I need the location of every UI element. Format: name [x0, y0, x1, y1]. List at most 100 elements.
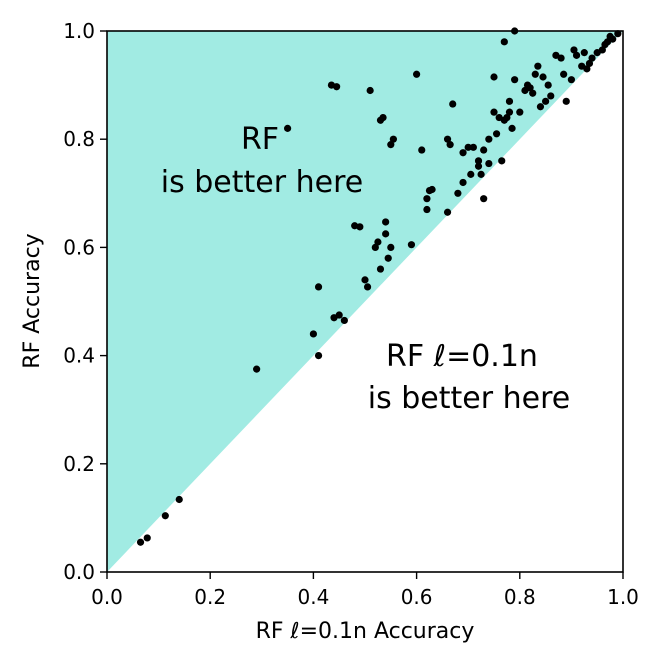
- x-axis-title: RF ℓ=0.1n Accuracy: [256, 619, 475, 644]
- data-point: [384, 254, 392, 262]
- y-tick-label: 0.0: [63, 560, 95, 584]
- data-point: [333, 83, 341, 91]
- x-tick-label: 0.2: [194, 585, 226, 609]
- data-point: [309, 330, 317, 338]
- data-point: [614, 30, 622, 38]
- data-point: [175, 495, 183, 504]
- y-axis-title: RF Accuracy: [20, 233, 45, 368]
- data-point: [423, 205, 431, 214]
- data-point: [572, 51, 581, 59]
- data-point: [492, 130, 501, 138]
- data-point: [253, 365, 261, 373]
- data-point: [474, 162, 483, 170]
- data-point: [547, 92, 555, 100]
- axis-ticks: 0.0 0.2 0.4 0.6 0.8 1.0 0.0 0.2 0.4 0.6 0.8 1.0: [63, 19, 639, 609]
- data-point: [382, 230, 390, 238]
- y-tick-label: 0.4: [63, 344, 95, 368]
- data-point: [505, 97, 514, 105]
- data-point: [490, 73, 498, 81]
- data-point: [490, 108, 498, 116]
- data-point: [536, 103, 545, 111]
- data-point: [387, 243, 395, 251]
- x-tick-label: 1.0: [607, 585, 639, 609]
- data-point: [534, 62, 542, 70]
- data-point: [485, 135, 493, 143]
- data-point: [459, 178, 467, 187]
- data-point: [356, 223, 364, 231]
- data-point: [423, 195, 431, 203]
- data-point: [363, 283, 372, 291]
- data-point: [161, 512, 169, 520]
- data-point: [526, 84, 534, 92]
- data-point: [474, 157, 483, 165]
- data-point: [382, 218, 390, 226]
- data-point: [583, 65, 591, 73]
- data-point: [531, 70, 539, 78]
- data-point: [480, 146, 488, 154]
- upper-region-label-line1: RF: [241, 122, 279, 157]
- data-point: [314, 283, 323, 291]
- data-point: [503, 113, 511, 122]
- y-tick-label: 0.8: [63, 127, 95, 151]
- data-point: [446, 141, 454, 149]
- data-point: [542, 97, 550, 105]
- data-point: [544, 81, 552, 89]
- upper-region-label-line2: is better here: [161, 165, 363, 200]
- data-point: [335, 311, 343, 319]
- y-tick-label: 0.6: [63, 235, 95, 259]
- data-point: [136, 538, 145, 546]
- data-point: [379, 113, 387, 122]
- rf-better-region: [107, 31, 623, 572]
- data-point: [314, 352, 323, 360]
- data-point: [284, 124, 292, 132]
- data-point: [418, 146, 426, 154]
- data-point: [500, 38, 508, 46]
- data-point: [539, 73, 547, 81]
- data-point: [498, 157, 506, 165]
- x-tick-label: 0.4: [297, 585, 329, 609]
- data-point: [361, 276, 369, 284]
- data-point: [443, 208, 452, 216]
- data-point: [580, 49, 588, 57]
- data-point: [560, 70, 568, 78]
- data-point: [371, 243, 379, 251]
- data-point: [459, 149, 467, 157]
- data-point: [557, 54, 565, 62]
- data-point: [467, 170, 475, 178]
- data-point: [413, 70, 421, 78]
- data-point: [480, 195, 488, 203]
- data-point: [389, 135, 397, 143]
- data-point: [609, 35, 617, 43]
- data-point: [485, 159, 493, 168]
- x-tick-label: 0.0: [91, 585, 123, 609]
- data-point: [407, 241, 416, 249]
- y-tick-label: 1.0: [63, 19, 95, 43]
- data-point: [477, 170, 485, 178]
- data-point: [143, 534, 151, 542]
- data-point: [374, 238, 382, 246]
- data-point: [464, 143, 472, 151]
- lower-region-label-line2: is better here: [368, 381, 570, 416]
- data-point: [387, 141, 395, 149]
- lower-region-label-line1: RF ℓ=0.1n: [386, 339, 538, 374]
- data-point: [366, 86, 374, 95]
- x-tick-label: 0.6: [401, 585, 433, 609]
- data-point: [529, 89, 537, 97]
- data-point: [443, 135, 452, 143]
- data-point: [508, 124, 516, 132]
- data-point: [428, 185, 436, 194]
- plot-frame: [106, 30, 624, 573]
- data-point: [376, 265, 385, 273]
- y-tick-label: 0.2: [63, 452, 95, 476]
- x-tick-label: 0.8: [504, 585, 536, 609]
- data-point: [598, 46, 606, 54]
- data-point: [516, 108, 524, 116]
- data-point: [511, 76, 519, 84]
- data-point: [449, 100, 457, 108]
- data-point: [469, 143, 477, 151]
- data-point: [588, 54, 596, 62]
- data-point: [562, 97, 570, 105]
- data-point: [340, 316, 348, 325]
